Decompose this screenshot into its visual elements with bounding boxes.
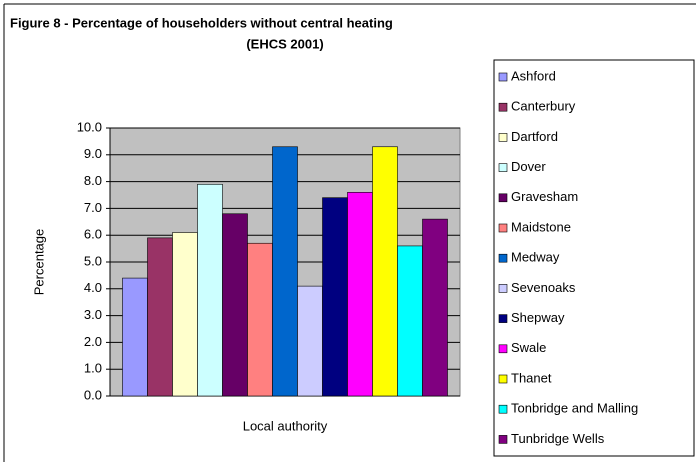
chart-subtitle: (EHCS 2001) <box>246 36 323 51</box>
legend-swatch <box>498 314 508 323</box>
bar <box>272 146 298 397</box>
bar <box>422 218 448 397</box>
y-tick-label: 1.0 <box>84 361 102 376</box>
legend-label: Swale <box>511 340 546 355</box>
legend-swatch <box>498 72 508 82</box>
x-axis-title: Local authority <box>243 418 328 433</box>
legend-box <box>493 59 695 457</box>
bar <box>397 245 423 397</box>
bar <box>372 146 398 397</box>
legend-swatch <box>498 344 508 354</box>
legend-label: Thanet <box>511 370 552 385</box>
y-tick-label: 5.0 <box>84 253 102 268</box>
legend-swatch <box>498 223 508 233</box>
legend-label: Tunbridge Wells <box>511 431 605 446</box>
legend-label: Tonbridge and Malling <box>511 401 638 416</box>
legend-label: Medway <box>511 250 560 265</box>
y-tick-label: 0.0 <box>84 387 102 402</box>
legend-label: Canterbury <box>511 99 576 114</box>
bar <box>122 277 148 397</box>
y-tick-label: 10.0 <box>77 119 102 134</box>
legend-label: Dover <box>511 159 546 174</box>
y-tick-label: 4.0 <box>84 280 102 295</box>
y-tick-label: 3.0 <box>84 307 102 322</box>
legend-swatch <box>498 163 508 172</box>
legend-swatch <box>498 102 508 112</box>
legend-swatch <box>498 284 508 293</box>
legend-swatch <box>498 253 508 263</box>
bar <box>247 242 273 397</box>
bar <box>147 237 173 397</box>
y-tick-label: 2.0 <box>84 334 102 349</box>
legend-swatch <box>498 374 508 384</box>
y-tick-label: 9.0 <box>84 146 102 161</box>
bar <box>297 285 323 397</box>
legend-label: Gravesham <box>511 189 578 204</box>
legend-label: Dartford <box>511 129 558 144</box>
legend-swatch <box>498 435 508 444</box>
bar <box>222 213 248 397</box>
legend-swatch <box>498 404 508 414</box>
bar <box>197 183 223 397</box>
y-tick-label: 6.0 <box>84 227 102 242</box>
bar <box>322 197 348 397</box>
y-tick-label: 7.0 <box>84 200 102 215</box>
y-axis-title: Percentage <box>31 229 46 296</box>
legend-label: Sevenoaks <box>511 280 576 295</box>
legend-label: Maidstone <box>511 219 571 234</box>
bar <box>172 232 198 397</box>
legend-label: Ashford <box>511 68 556 83</box>
legend-swatch <box>498 193 508 203</box>
legend-label: Shepway <box>511 310 565 325</box>
bar <box>347 192 373 397</box>
chart-title: Figure 8 - Percentage of householders wi… <box>10 15 393 30</box>
legend-swatch <box>498 133 508 142</box>
y-tick-label: 8.0 <box>84 173 102 188</box>
